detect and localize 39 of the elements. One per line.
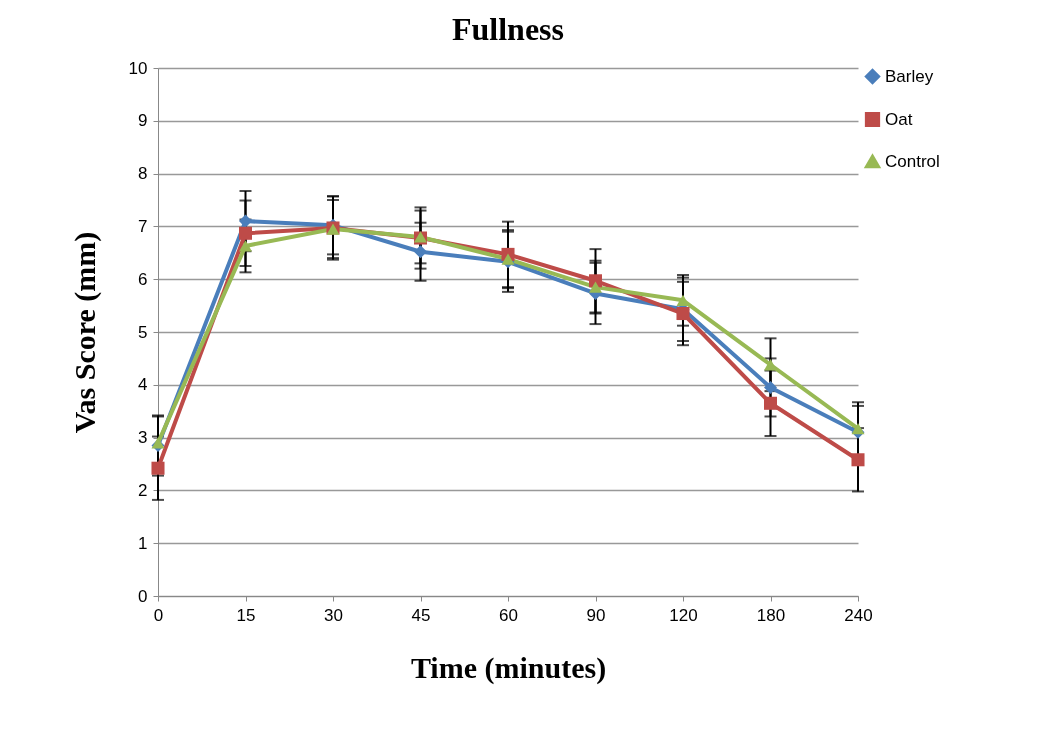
point <box>851 453 865 467</box>
legend-label: Oat <box>885 109 913 129</box>
point <box>413 245 428 259</box>
y-tick-label: 7 <box>138 216 148 236</box>
x-tick-label: 180 <box>756 605 786 625</box>
chart-title: Fullness <box>451 11 565 47</box>
y-tick-label: 0 <box>138 586 148 606</box>
x-tick-label: 120 <box>669 605 698 625</box>
y-tick-label: 2 <box>138 480 148 500</box>
x-tick-label: 240 <box>844 605 873 625</box>
point <box>763 396 778 410</box>
x-tick-label: 0 <box>153 605 164 625</box>
point <box>763 380 778 394</box>
y-tick-label: 9 <box>138 111 148 131</box>
x-tick-label: 30 <box>324 605 343 625</box>
y-tick-label: 4 <box>138 375 148 395</box>
y-tick-label: 5 <box>138 322 148 342</box>
y-axis-title: Vas Score (mm) <box>67 231 102 434</box>
x-tick-label: 45 <box>411 605 431 625</box>
point <box>851 422 865 435</box>
y-tick-label: 6 <box>138 269 148 289</box>
point <box>238 214 253 228</box>
x-tick-label: 90 <box>586 605 606 625</box>
y-tick-label: 10 <box>128 58 148 78</box>
point <box>763 359 778 371</box>
x-axis-title: Time (minutes) <box>410 650 607 685</box>
point <box>151 437 165 449</box>
point <box>588 281 603 293</box>
x-tick-label: 60 <box>499 605 518 625</box>
y-tick-label: 3 <box>138 428 148 448</box>
point <box>501 253 515 265</box>
legend-label: Control <box>885 151 940 171</box>
y-tick-label: 8 <box>138 164 148 184</box>
point <box>151 461 165 475</box>
legend-label: Barley <box>885 66 934 86</box>
x-tick-label: 15 <box>236 605 256 625</box>
point <box>238 240 253 252</box>
point <box>238 226 253 240</box>
y-tick-label: 1 <box>138 533 148 553</box>
